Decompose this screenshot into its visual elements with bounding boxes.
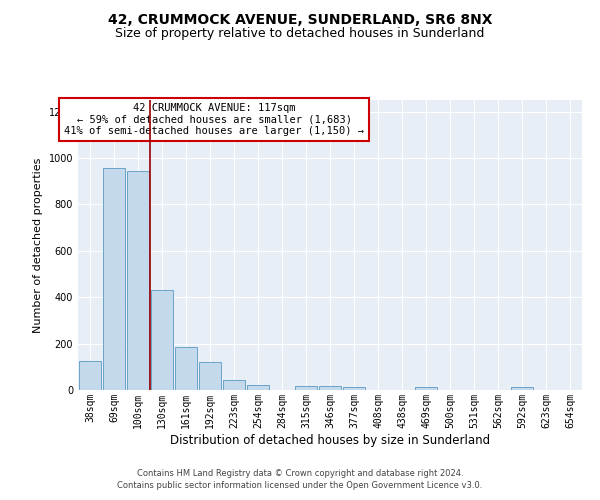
Bar: [247, 385, 269, 390]
Y-axis label: Number of detached properties: Number of detached properties: [33, 158, 43, 332]
Bar: [415, 387, 437, 390]
Text: 42 CRUMMOCK AVENUE: 117sqm
← 59% of detached houses are smaller (1,683)
41% of s: 42 CRUMMOCK AVENUE: 117sqm ← 59% of deta…: [64, 103, 364, 136]
Text: 42, CRUMMOCK AVENUE, SUNDERLAND, SR6 8NX: 42, CRUMMOCK AVENUE, SUNDERLAND, SR6 8NX: [108, 12, 492, 26]
Bar: [343, 386, 365, 390]
Text: Size of property relative to detached houses in Sunderland: Size of property relative to detached ho…: [115, 28, 485, 40]
Bar: [175, 347, 197, 390]
Text: Contains HM Land Registry data © Crown copyright and database right 2024.
Contai: Contains HM Land Registry data © Crown c…: [118, 468, 482, 490]
Bar: [79, 361, 101, 390]
Bar: [103, 168, 125, 390]
Bar: [511, 387, 533, 390]
Bar: [199, 362, 221, 390]
Bar: [127, 171, 149, 390]
X-axis label: Distribution of detached houses by size in Sunderland: Distribution of detached houses by size …: [170, 434, 490, 446]
Bar: [295, 386, 317, 390]
Bar: [319, 386, 341, 390]
Bar: [223, 380, 245, 390]
Bar: [151, 290, 173, 390]
